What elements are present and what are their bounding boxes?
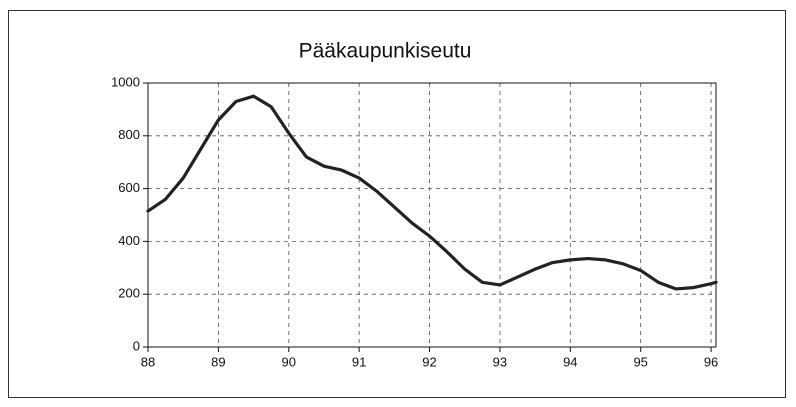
- y-tick-label: 800: [118, 127, 140, 142]
- frame: [8, 10, 786, 398]
- chart-title: Pääkaupunkiseutu: [299, 40, 472, 63]
- x-tick-label: 88: [141, 354, 155, 369]
- plot-area: [147, 82, 717, 348]
- y-tick-label: 200: [118, 286, 140, 301]
- y-tick-label: 400: [118, 233, 140, 248]
- x-tick-label: 92: [422, 354, 436, 369]
- x-tick-label: 93: [493, 354, 507, 369]
- y-tick-label: 0: [133, 338, 140, 353]
- x-tick-label: 90: [282, 354, 296, 369]
- y-tick-label: 1000: [111, 74, 140, 89]
- x-tick-label: 96: [704, 354, 718, 369]
- x-tick-label: 94: [563, 354, 577, 369]
- x-tick-label: 91: [352, 354, 366, 369]
- y-tick-label: 600: [118, 180, 140, 195]
- line: [146, 94, 718, 291]
- x-tick-label: 95: [633, 354, 647, 369]
- x-tick-label: 89: [211, 354, 225, 369]
